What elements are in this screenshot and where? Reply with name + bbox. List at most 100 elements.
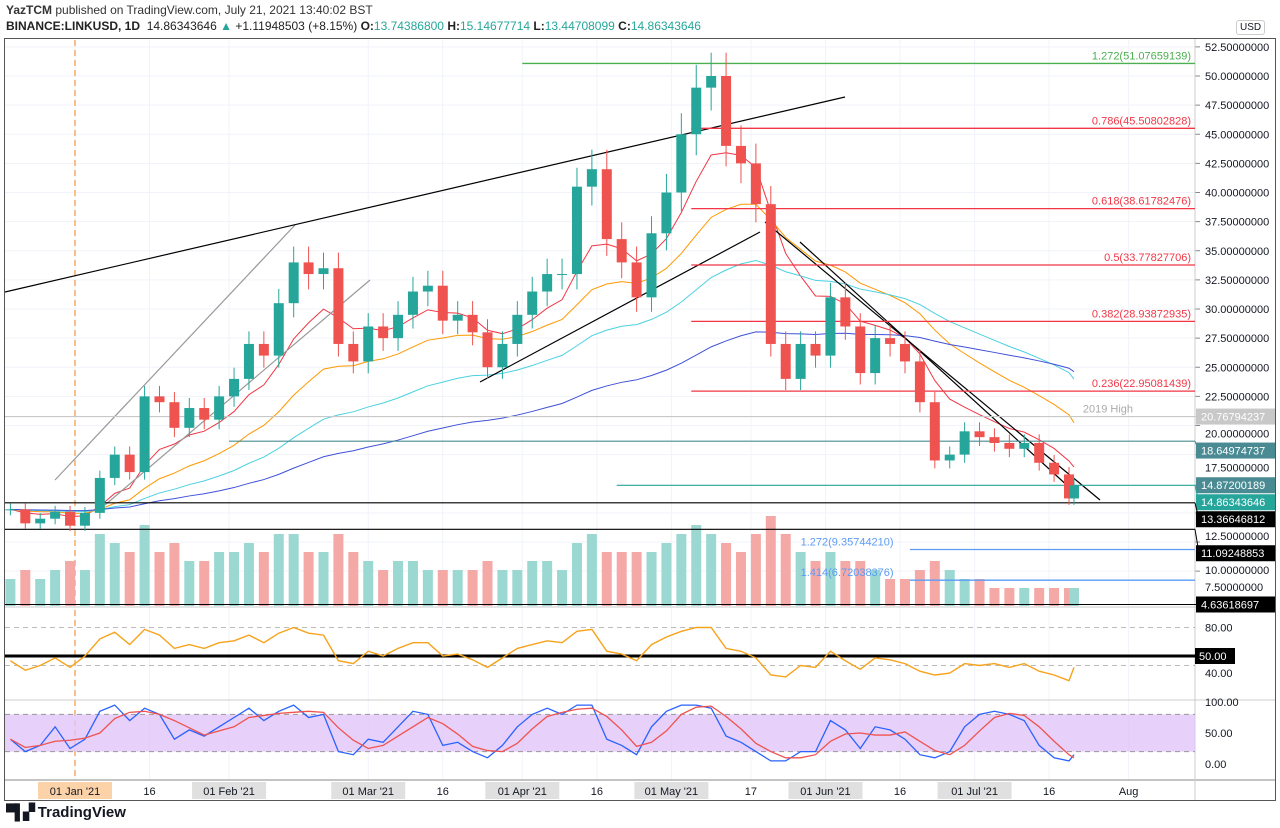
volume-bar [422,570,433,606]
price-tick-label: 32.50000000 [1205,275,1269,287]
volume-bar [393,561,404,606]
volume-bar [452,570,463,606]
volume-bar [303,552,314,606]
chart-frame[interactable] [4,38,1276,801]
volume-bar [944,570,955,606]
candle-body [393,314,404,339]
volume-bar [214,552,225,606]
volume-bar [288,534,299,606]
volume-bar [20,570,31,606]
volume-bar [333,534,344,606]
candle-body [840,297,851,327]
price-tick-label: 17.50000000 [1205,463,1269,475]
candle-body [870,338,881,374]
volume-bar [1019,588,1030,606]
price-tick-label: 35.00000000 [1205,246,1269,258]
candle-body [199,408,210,420]
time-tick-label: Aug [1119,786,1139,798]
volume-bar [318,552,329,606]
volume-bar [139,525,150,606]
candle-body [378,326,389,339]
time-tick-label: 01 Jul '21 [951,786,998,798]
candle-body [810,343,821,356]
volume-bar [154,552,165,606]
candle-body [229,378,240,397]
candle-body [571,186,582,275]
time-tick-label: 01 Jan '21 [50,786,100,798]
candle-body [363,326,374,362]
stoch-tick-label: 100.00 [1205,697,1239,709]
candle-body [482,332,493,368]
volume-bar [706,534,717,606]
volume-bar [437,570,448,606]
symbol-legend: BINANCE:LINKUSD, 1D 14.86343646 ▲ +1.119… [6,19,701,33]
currency-label[interactable]: USD [1236,20,1266,35]
tv-logo-icon: ▀▌▞ [6,804,35,821]
candle-body [497,343,508,368]
volume-bar [184,561,195,606]
candle-body [1049,462,1060,475]
rsi-level-label: 50.00 [1199,651,1227,663]
volume-bar [1004,588,1015,606]
volume-bar [65,561,76,606]
publish-info: YazTCM published on TradingView.com, Jul… [6,3,373,17]
time-label-box [192,782,267,799]
price-tag [1196,477,1275,494]
volume-bar [50,570,61,606]
high-value: 15.14677714 [460,19,531,33]
candle-body [452,314,463,321]
price-tag [1196,596,1275,613]
volume-bar [795,552,806,606]
volume-bar [378,570,389,606]
price-tick-label: 47.50000000 [1205,100,1269,112]
candle-body [273,303,284,356]
last-price: 14.86343646 [146,19,217,33]
volume-bar [780,534,791,606]
volume-bar [94,534,105,606]
time-label-box [331,782,406,799]
candle-body [586,169,597,187]
open-label: O: [360,19,374,33]
logo-text: TradingView [37,803,126,821]
volume-bar [840,561,851,606]
price-tick-label: 30.00000000 [1205,304,1269,316]
candle-body [318,268,329,275]
time-label-box [788,782,863,799]
trendline [54,224,296,481]
candle-body [422,285,433,292]
volume-bar [467,570,478,606]
volume-bar [646,552,657,606]
symbol[interactable]: BINANCE:LINKUSD, 1D [6,19,141,33]
candle-body [169,402,180,428]
volume-bar [601,552,612,606]
candle-body [79,512,90,526]
price-tag-label: 20.76794237 [1201,412,1265,424]
fib-level-label: 0.382(28.93872935) [1092,308,1191,320]
candle-body [676,134,687,193]
candle-body [65,511,76,526]
volume-bar [169,543,180,606]
price-tick-label: 40.00000000 [1205,188,1269,200]
time-label-box [38,782,112,799]
candle-body [1019,442,1030,449]
volume-bar [885,579,896,606]
volume-bar [348,552,359,606]
level-label: 2019 High [1083,404,1133,416]
price-tick-label: 45.00000000 [1205,129,1269,141]
up-arrow-icon: ▲ [220,19,232,33]
time-tick-label: 01 May '21 [645,786,698,798]
candle-body [631,262,642,298]
volume-bar [482,561,493,606]
stoch-d-line [10,705,1075,759]
price-tick-label: 27.50000000 [1205,333,1269,345]
volume-bar [721,543,732,606]
volume-bar [691,525,702,606]
volume-bar [527,561,538,606]
volume-bar [914,570,925,606]
low-label: L: [533,19,545,33]
tradingview-logo[interactable]: ▀▌▞ TradingView [6,803,126,822]
publish-text: published on TradingView.com, July 21, 2… [55,3,373,17]
candle-body [795,343,806,379]
volume-bar [616,552,627,606]
